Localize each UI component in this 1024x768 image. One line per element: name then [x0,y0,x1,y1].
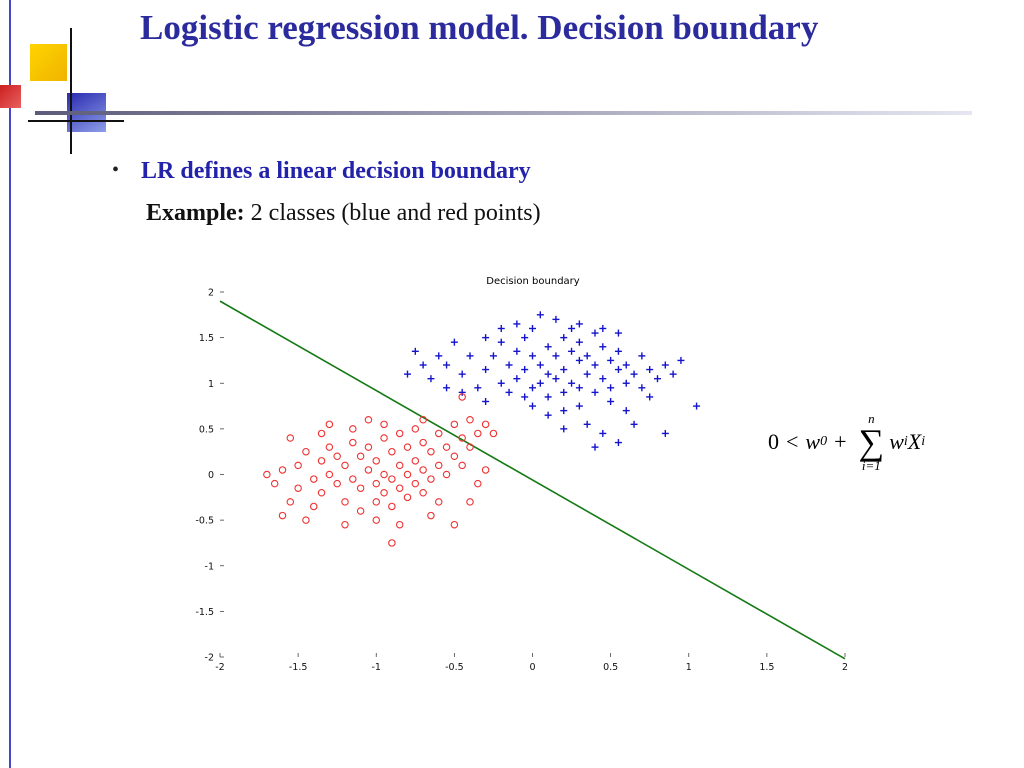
example-text: 2 classes (blue and red points) [244,200,541,226]
svg-text:-1: -1 [372,662,381,673]
red-square [0,85,21,108]
slide-title: Logistic regression model. Decision boun… [140,8,819,47]
svg-text:0.5: 0.5 [199,424,214,435]
svg-text:0.5: 0.5 [603,662,618,673]
plus-sign: + [834,429,847,454]
formula-wi: w [889,429,904,454]
scatter-plot-svg: Decision boundary -2 -1.5 -1 -0.5 0 0.5 1 1.5 2 -… [195,276,848,673]
svg-text:-2: -2 [205,653,214,664]
svg-text:-1: -1 [205,561,214,572]
svg-text:1.5: 1.5 [759,662,774,673]
decoration-vertical-line [70,28,72,154]
svg-text:0: 0 [529,662,535,673]
svg-text:-1.5: -1.5 [289,662,308,673]
summation: n ∑ i=1 [859,412,885,472]
summation-upper-limit: n [868,410,875,426]
example-label: Example: [146,200,245,226]
title-underline [35,111,972,115]
decoration-horizontal-line [28,120,124,122]
svg-text:2: 2 [208,288,214,299]
svg-text:-0.5: -0.5 [445,662,464,673]
sigma-symbol: ∑ [858,421,885,462]
svg-text:-0.5: -0.5 [195,516,214,527]
svg-text:1: 1 [686,662,692,673]
formula-xi-sub: i [921,434,926,449]
svg-text:-2: -2 [215,662,224,673]
chart-title: Decision boundary [486,276,579,287]
left-border-line [9,0,11,768]
svg-text:1: 1 [208,379,214,390]
summation-lower-limit: i=1 [861,458,881,474]
bullet-text: LR defines a linear decision boundary [141,158,531,184]
yellow-square [30,44,67,81]
formula-zero: 0 [768,429,779,454]
formula-wi-sub: i [903,434,908,449]
example-line: Example: 2 classes (blue and red points) [146,200,946,227]
bullet-marker: • [112,159,120,181]
formula-xi: X [907,429,922,454]
svg-text:0: 0 [208,470,214,481]
formula-w0: w [805,429,821,454]
less-than-sign: < [786,429,799,454]
formula-w0-sub: 0 [820,434,828,449]
svg-text:1.5: 1.5 [199,333,214,344]
svg-text:-1.5: -1.5 [195,607,214,618]
scatter-plot: Decision boundary -2 -1.5 -1 -0.5 0 0.5 1 1.5 2 -… [195,268,870,680]
bullet-item: • LR defines a linear decision boundary [112,158,952,185]
svg-text:2: 2 [842,662,848,673]
